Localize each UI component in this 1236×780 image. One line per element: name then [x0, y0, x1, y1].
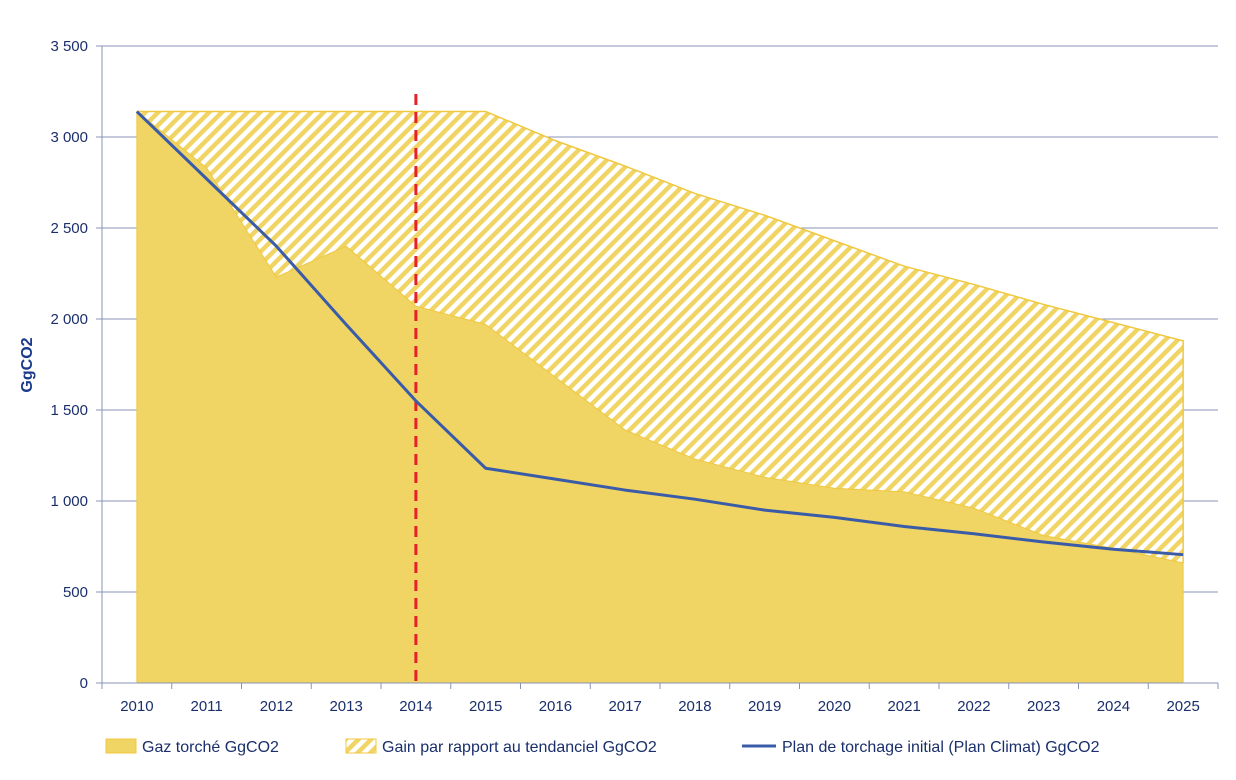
- legend-swatch-gaz: [105, 738, 137, 754]
- x-tick-label: 2022: [957, 698, 990, 715]
- y-tick-label: 500: [63, 584, 88, 601]
- gain-hatched-area: [136, 111, 1184, 563]
- x-tick-label: 2017: [608, 698, 641, 715]
- x-tick-label: 2024: [1097, 698, 1130, 715]
- areas: [136, 110, 1184, 684]
- x-tick-label: 2016: [539, 698, 572, 715]
- legend: Gaz torché GgCO2 Gain par rapport au tend…: [105, 738, 1100, 756]
- gain-area-outline: [136, 110, 1184, 563]
- x-tick-label: 2020: [818, 698, 851, 715]
- axes: 0 500 1 000 1 500 2 000 2 500 3 000 3 500 2010 20…: [50, 38, 1219, 715]
- legend-swatch-gain: [345, 738, 377, 754]
- x-tick-label: 2014: [399, 698, 432, 715]
- y-tick-label: 1 000: [50, 493, 88, 510]
- x-tick-label: 2018: [678, 698, 711, 715]
- x-tick-label: 2023: [1027, 698, 1060, 715]
- y-tick-label: 1 500: [50, 402, 88, 419]
- y-tick-label: 3 000: [50, 129, 88, 146]
- y-axis-title: GgCO2: [19, 337, 36, 392]
- x-tick-label: 2012: [260, 698, 293, 715]
- legend-label-gain: Gain par rapport au tendanciel GgCO2: [382, 739, 657, 756]
- x-tick-label: 2025: [1166, 698, 1199, 715]
- x-tick-label: 2015: [469, 698, 502, 715]
- legend-label-plan: Plan de torchage initial (Plan Climat) G…: [782, 739, 1100, 756]
- x-tick-label: 2010: [120, 698, 153, 715]
- x-tick-label: 2013: [329, 698, 362, 715]
- y-tick-label: 0: [80, 675, 88, 692]
- y-tick-label: 3 500: [50, 38, 88, 55]
- y-tick-label: 2 500: [50, 220, 88, 237]
- legend-label-gaz: Gaz torché GgCO2: [142, 739, 279, 756]
- y-tick-label: 2 000: [50, 311, 88, 328]
- plan-climat-line: [135, 110, 1184, 557]
- x-tick-label: 2021: [887, 698, 920, 715]
- x-tick-label: 2019: [748, 698, 781, 715]
- lines: [135, 94, 1184, 683]
- x-tick-label: 2011: [190, 698, 222, 715]
